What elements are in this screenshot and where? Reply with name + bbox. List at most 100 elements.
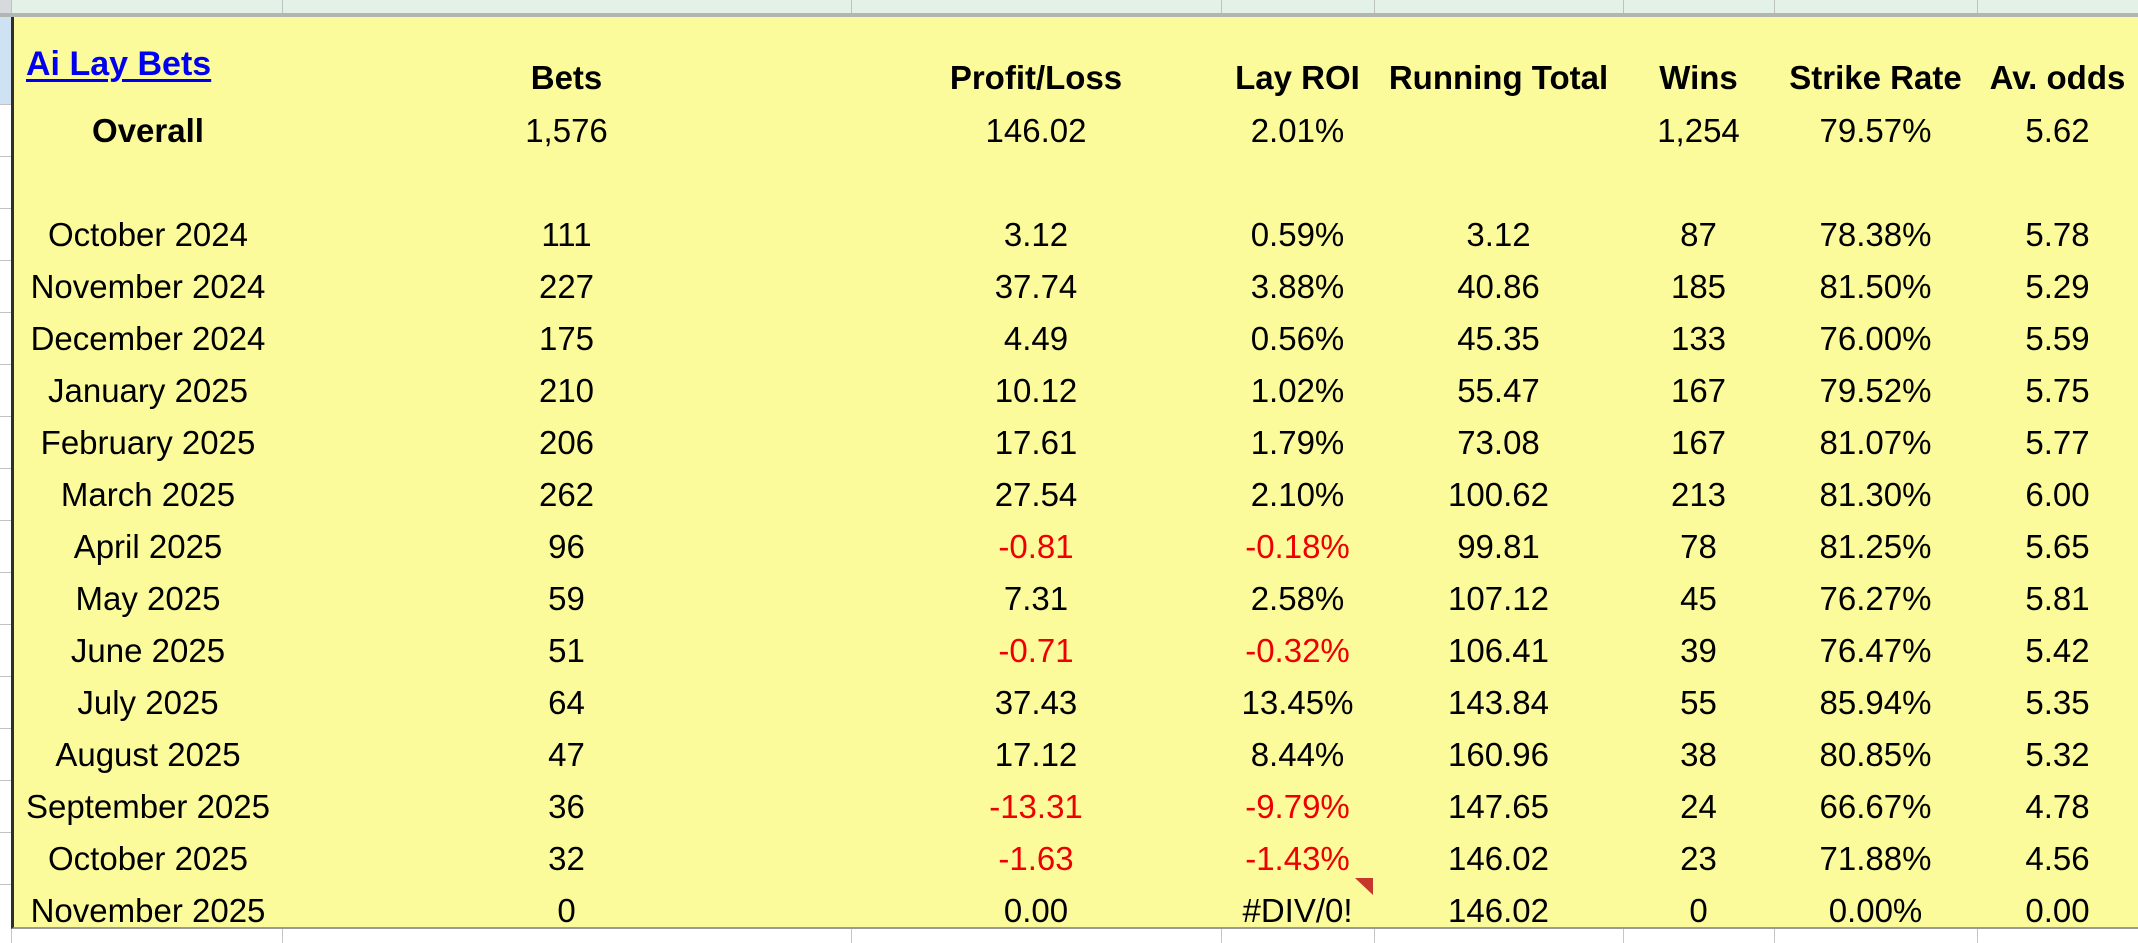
cell[interactable]: -1.63	[998, 840, 1074, 877]
cell[interactable]: 5.32	[2025, 736, 2090, 773]
column-header-strike-rate[interactable]: Strike Rate	[1789, 59, 1962, 96]
cell[interactable]: 0.00	[1003, 892, 1069, 929]
cell[interactable]: 185	[1670, 268, 1727, 305]
cell[interactable]: 5.78	[2025, 216, 2090, 253]
cell[interactable]: 59	[548, 580, 585, 617]
cell[interactable]: 167	[1670, 424, 1727, 461]
cell[interactable]: 76.47%	[1819, 632, 1932, 669]
cell[interactable]: 71.88%	[1819, 840, 1932, 877]
cell[interactable]: 81.50%	[1819, 268, 1932, 305]
cell[interactable]: 5.77	[2025, 424, 2090, 461]
sheet-title-link[interactable]: Ai Lay Bets	[26, 45, 212, 83]
column-header-running-total[interactable]: Running Total	[1388, 59, 1609, 96]
cell[interactable]: 7.31	[1003, 580, 1069, 617]
row-label-cell[interactable]: April 2025	[73, 528, 223, 565]
cell[interactable]: -13.31	[989, 788, 1083, 825]
cell[interactable]: 1.02%	[1250, 372, 1345, 409]
cell[interactable]: 76.00%	[1819, 320, 1932, 357]
cell[interactable]	[1374, 105, 1623, 157]
cell[interactable]: 5.62	[2025, 112, 2090, 149]
cell[interactable]: 37.43	[994, 684, 1078, 721]
cell[interactable]: 45	[1680, 580, 1717, 617]
cell[interactable]: 79.57%	[1819, 112, 1932, 149]
cell[interactable]: 160.96	[1448, 736, 1549, 773]
cell[interactable]: 146.02	[985, 112, 1087, 149]
row-label-cell[interactable]: November 2024	[30, 268, 266, 305]
cell[interactable]: 2.10%	[1250, 476, 1345, 513]
row-label-cell[interactable]: June 2025	[70, 632, 226, 669]
cell[interactable]: 111	[541, 216, 592, 253]
cell[interactable]: 213	[1670, 476, 1727, 513]
cell[interactable]: 143.84	[1448, 684, 1549, 721]
cell[interactable]: 4.56	[2025, 840, 2090, 877]
cell[interactable]: 85.94%	[1819, 684, 1932, 721]
row-label-cell[interactable]: March 2025	[60, 476, 236, 513]
cell[interactable]: 206	[538, 424, 595, 461]
column-header-lay-roi[interactable]: Lay ROI	[1235, 59, 1360, 96]
cell[interactable]: 32	[548, 840, 585, 877]
cell[interactable]: 55.47	[1457, 372, 1540, 409]
cell[interactable]: -9.79%	[1245, 788, 1350, 825]
cell[interactable]: 5.35	[2025, 684, 2090, 721]
row-label-cell[interactable]: October 2025	[48, 840, 248, 877]
cell[interactable]: 5.75	[2025, 372, 2090, 409]
cell[interactable]: 27.54	[994, 476, 1078, 513]
cell[interactable]: 55	[1680, 684, 1717, 721]
cell[interactable]: 8.44%	[1250, 736, 1345, 773]
cell[interactable]: 13.45%	[1241, 684, 1354, 721]
row-label-cell[interactable]: January 2025	[48, 372, 248, 409]
column-header-av-odds[interactable]: Av. odds	[1989, 59, 2126, 96]
cell[interactable]: 45.35	[1457, 320, 1540, 357]
row-label-cell[interactable]: August 2025	[55, 736, 241, 773]
cell[interactable]: 47	[548, 736, 585, 773]
column-header-profit-loss[interactable]: Profit/Loss	[949, 59, 1123, 96]
cell[interactable]	[1774, 157, 1977, 209]
cell[interactable]: 100.62	[1448, 476, 1549, 513]
cell[interactable]: 0.00%	[1828, 892, 1923, 929]
cell[interactable]	[1374, 157, 1623, 209]
title-cell[interactable]: Ai Lay Bets	[14, 17, 282, 105]
cell[interactable]	[851, 157, 1221, 209]
cell[interactable]: 5.65	[2025, 528, 2090, 565]
cell[interactable]: 78	[1680, 528, 1717, 565]
cell[interactable]: 51	[548, 632, 585, 669]
cell[interactable]: -1.43%	[1245, 840, 1350, 877]
cell[interactable]: 1,576	[525, 112, 608, 149]
cell[interactable]: -0.18%	[1245, 528, 1350, 565]
cell[interactable]: 5.59	[2025, 320, 2090, 357]
cell[interactable]: 80.85%	[1819, 736, 1932, 773]
cell[interactable]: 3.12	[1466, 216, 1531, 253]
cell[interactable]: 0.56%	[1250, 320, 1345, 357]
cell[interactable]: 106.41	[1448, 632, 1549, 669]
cell[interactable]: 3.88%	[1250, 268, 1345, 305]
cell[interactable]	[1221, 157, 1374, 209]
cell[interactable]: -0.32%	[1245, 632, 1350, 669]
cell[interactable]: 66.67%	[1819, 788, 1932, 825]
row-label-cell[interactable]: February 2025	[40, 424, 256, 461]
cell[interactable]: 36	[548, 788, 585, 825]
cell[interactable]: 38	[1680, 736, 1717, 773]
cell[interactable]: 107.12	[1448, 580, 1549, 617]
cell[interactable]	[282, 157, 851, 209]
cell[interactable]: 4.49	[1003, 320, 1069, 357]
cell[interactable]: 262	[538, 476, 595, 513]
row-label-cell[interactable]: July 2025	[77, 684, 219, 721]
cell[interactable]: 81.25%	[1819, 528, 1932, 565]
cell[interactable]: 23	[1680, 840, 1717, 877]
cell[interactable]: #DIV/0!	[1221, 878, 1374, 927]
cell[interactable]: 99.81	[1457, 528, 1540, 565]
cell[interactable]: 2.01%	[1250, 112, 1345, 149]
cell[interactable]: 5.29	[2025, 268, 2090, 305]
cell[interactable]: 96	[548, 528, 585, 565]
row-label-cell[interactable]: September 2025	[25, 788, 270, 825]
cell[interactable]: 4.78	[2025, 788, 2090, 825]
cell[interactable]: 0.59%	[1250, 216, 1345, 253]
cell[interactable]: 167	[1670, 372, 1727, 409]
cell[interactable]: 37.74	[994, 268, 1078, 305]
cell[interactable]: 146.02	[1448, 892, 1549, 929]
cell[interactable]: 81.30%	[1819, 476, 1932, 513]
cell[interactable]: 210	[538, 372, 595, 409]
cell[interactable]: 87	[1680, 216, 1717, 253]
row-label-cell[interactable]: Overall	[92, 112, 204, 149]
cell[interactable]: 78.38%	[1819, 216, 1932, 253]
